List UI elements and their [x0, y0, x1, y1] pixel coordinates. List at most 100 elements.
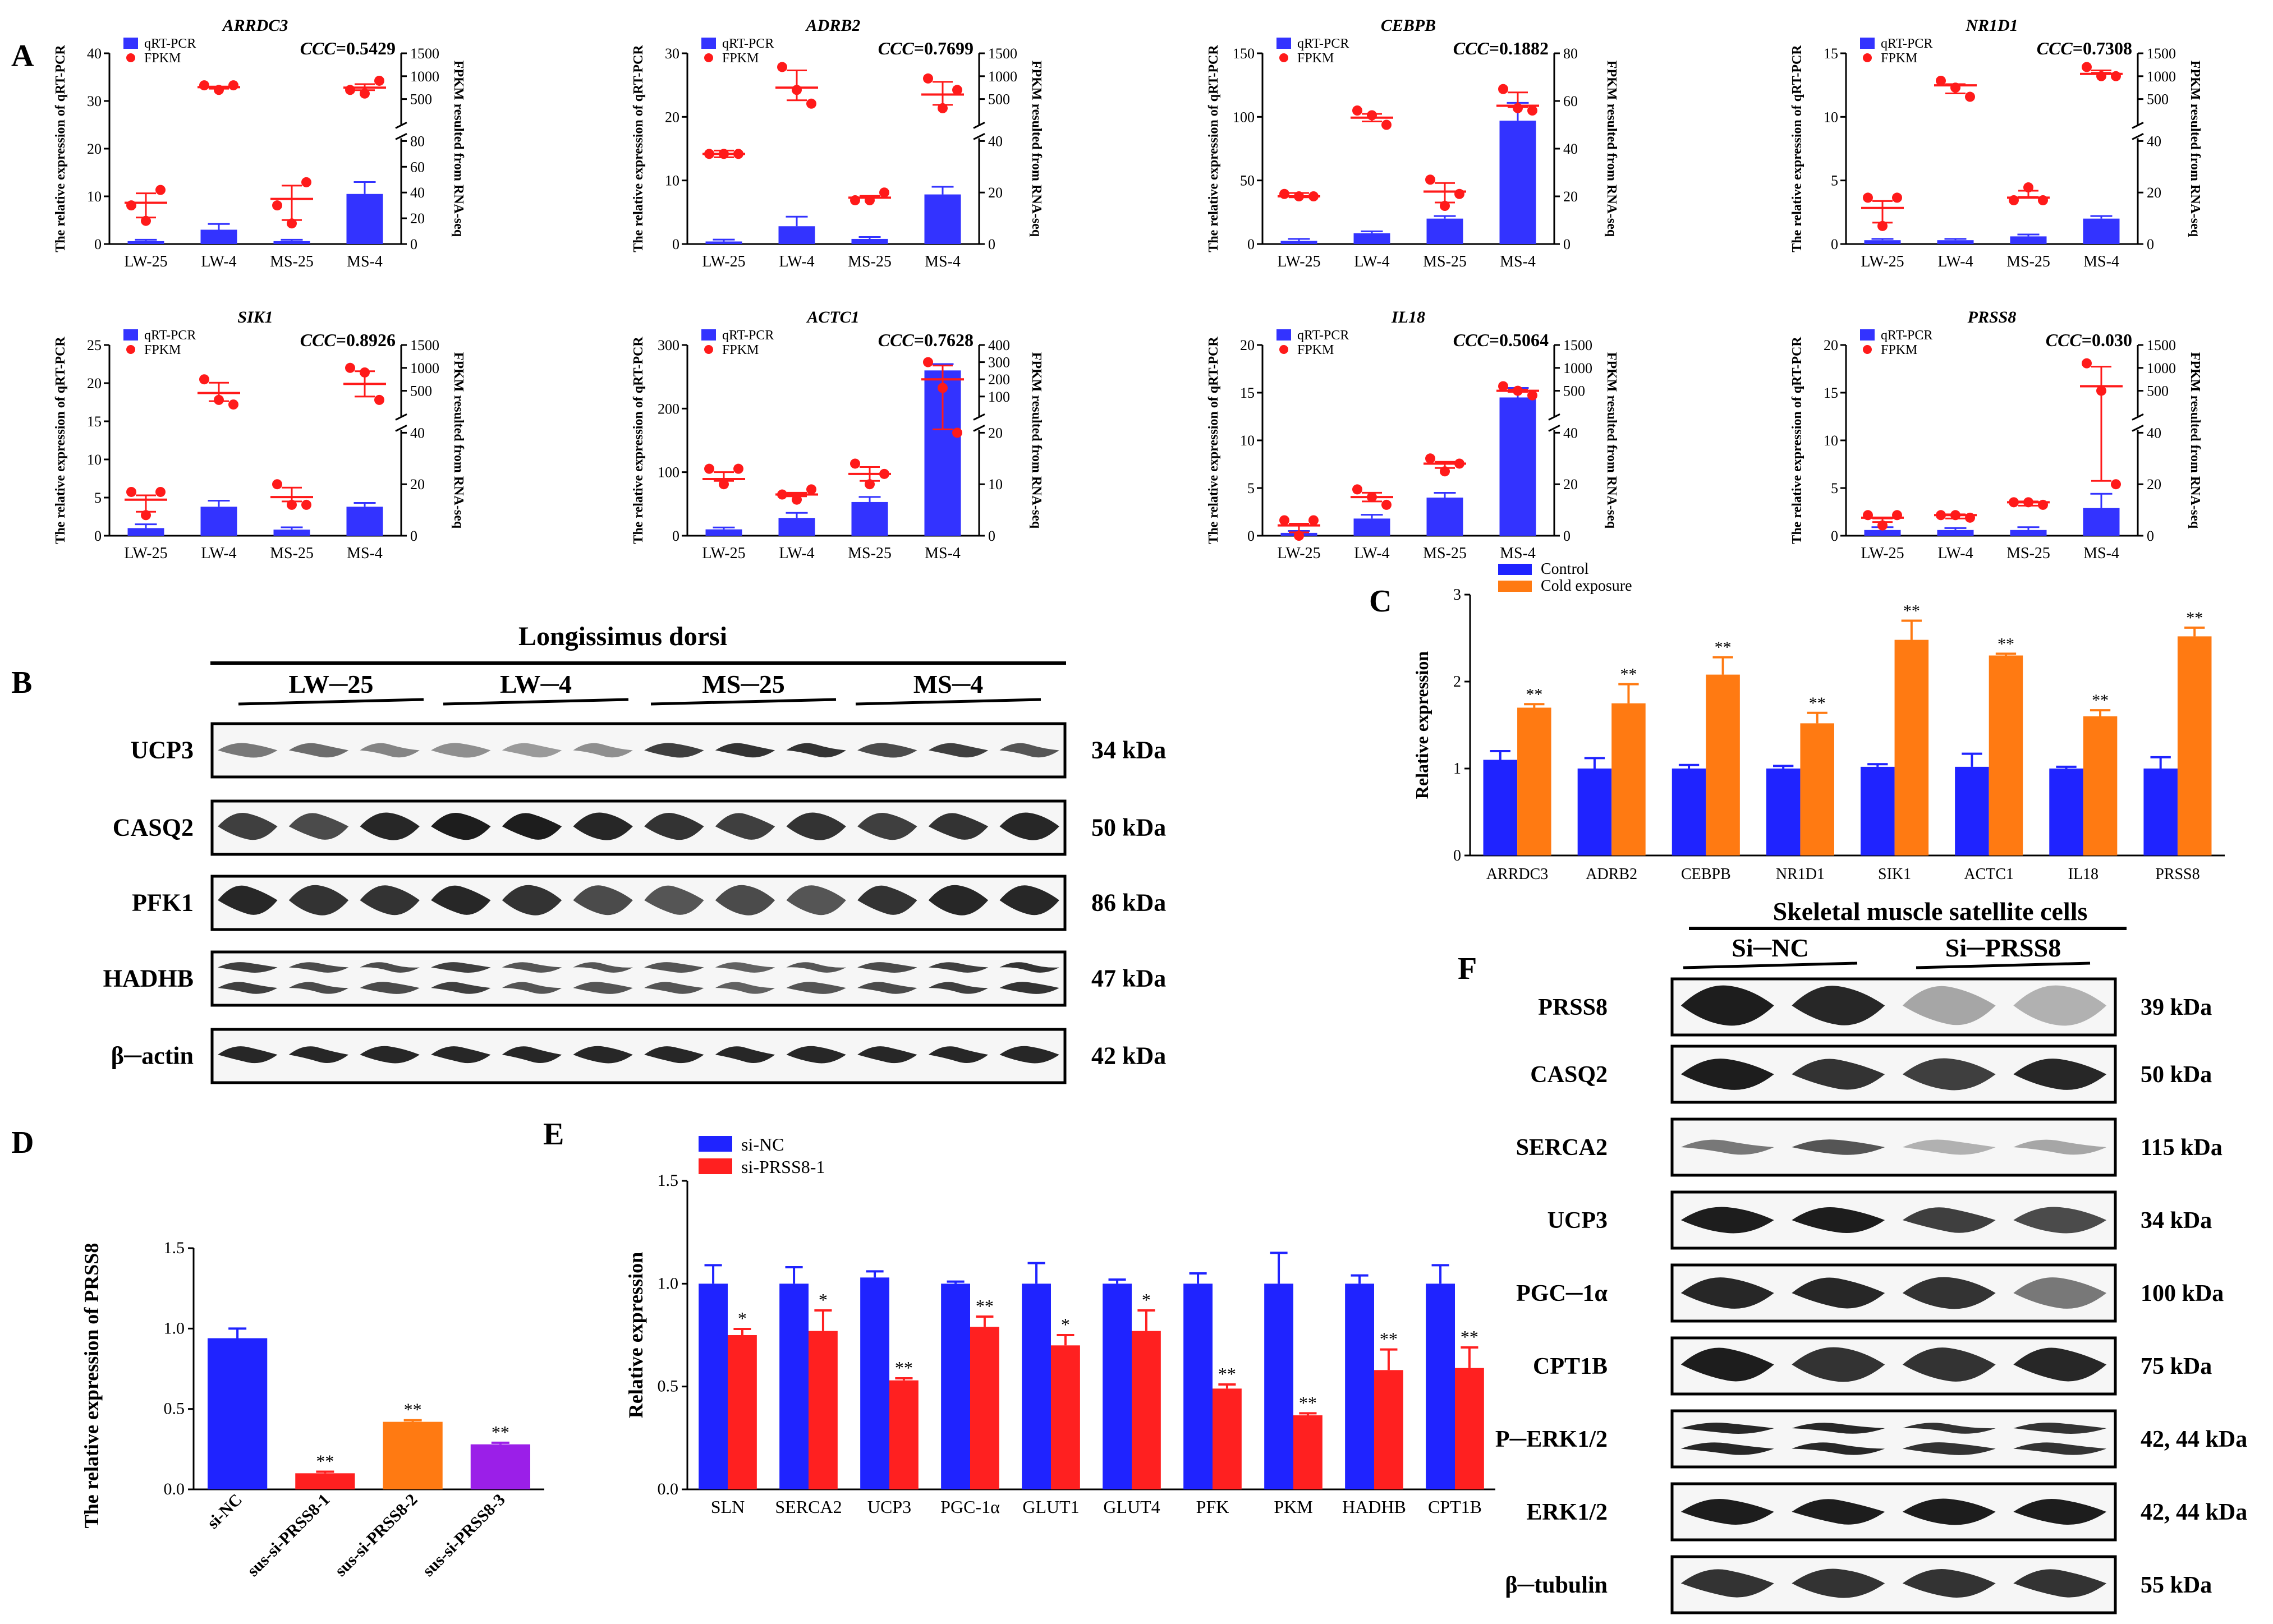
- y-axis-label-left: The relative expression of qRT-PCR: [1206, 45, 1221, 252]
- bar-si-prss8-1: [1374, 1370, 1403, 1489]
- y-tick-label-right: 20: [1563, 476, 1578, 493]
- significance-label: **: [1620, 665, 1637, 684]
- legend-qrt-label: qRT-PCR: [144, 328, 196, 343]
- y-tick-label-right: 80: [410, 133, 425, 149]
- x-tick-label: CEBPB: [1681, 866, 1731, 883]
- significance-label: **: [1461, 1327, 1478, 1347]
- y-tick-label-right: 10: [988, 476, 1003, 493]
- blot-band: [999, 962, 1059, 973]
- significance-label: **: [1809, 694, 1826, 712]
- y-tick-label-right: 500: [410, 383, 432, 399]
- blot-band: [360, 1046, 420, 1064]
- bar-control: [1861, 766, 1895, 855]
- blot-band: [1902, 1442, 1996, 1455]
- legend-fpkm-swatch: [1863, 53, 1872, 62]
- qrt-bar: [1864, 530, 1901, 536]
- blot-group-label: MS─25: [702, 670, 785, 698]
- ccc-value: =0.7308: [2073, 38, 2132, 58]
- y-tick-label-right: 40: [1563, 141, 1578, 157]
- significance-label: **: [1998, 634, 2014, 653]
- blot-band: [502, 743, 562, 758]
- fpkm-point: [199, 374, 209, 385]
- y-tick-label-right: 20: [1563, 188, 1578, 205]
- blot-band: [218, 812, 278, 840]
- fpkm-point: [345, 85, 355, 95]
- y-axis-label-right: FPKM resulted from RNA-seq: [1604, 352, 1619, 529]
- bar-control: [2049, 769, 2083, 855]
- fpkm-point: [2111, 479, 2121, 490]
- y-tick-label: 50: [1240, 173, 1255, 189]
- blot-band: [1902, 1423, 1996, 1434]
- blot-band: [288, 813, 349, 840]
- blot-frame: [210, 950, 1067, 1007]
- y-tick-label: 10: [1240, 433, 1255, 449]
- blot-band: [1680, 1139, 1774, 1155]
- legend-qrt-label: qRT-PCR: [1297, 328, 1349, 343]
- blot-band: [2013, 1059, 2107, 1090]
- legend-fpkm-label: FPKM: [1881, 343, 1917, 357]
- x-tick-label: MS-25: [1423, 545, 1467, 562]
- x-tick-label: UCP3: [867, 1497, 911, 1517]
- y-tick-label-right: 1000: [1563, 360, 1592, 376]
- fpkm-point: [2111, 71, 2121, 81]
- blot-kda-label: 115 kDa: [2141, 1135, 2223, 1161]
- fpkm-point: [301, 177, 311, 187]
- blot-band: [715, 885, 775, 915]
- x-tick-label: ARRDC3: [1486, 866, 1548, 883]
- bar-si-prss8-1: [889, 1380, 919, 1489]
- qrt-bar: [1426, 498, 1463, 536]
- y-axis-label-right: FPKM resulted from RNA-seq: [451, 61, 466, 237]
- y-tick-label-right: 0: [410, 528, 417, 544]
- y-tick-label-right: 60: [1563, 93, 1578, 109]
- blot-band: [431, 885, 491, 915]
- blot-band: [644, 812, 704, 840]
- blot-band: [360, 885, 420, 915]
- blot-band: [786, 982, 846, 994]
- bar-si-nc: [1345, 1283, 1374, 1489]
- legend-fpkm-swatch: [1279, 53, 1288, 62]
- blot-kda-label: 42 kDa: [1091, 1042, 1166, 1070]
- blot-group-underline: [1683, 961, 1858, 969]
- y-axis-label-left: The relative expression of qRT-PCR: [631, 337, 646, 544]
- ccc-prefix: CCC: [1453, 38, 1490, 58]
- qrt-bar: [924, 194, 961, 244]
- y-axis-label-left: The relative expression of qRT-PCR: [53, 337, 68, 544]
- bar-cold-exposure: [1800, 723, 1834, 855]
- blot-row-label: CASQ2: [1530, 1062, 1608, 1088]
- chart-title: PRSS8: [1967, 308, 2017, 326]
- legend-label: si-PRSS8-1: [741, 1157, 825, 1177]
- significance-label: **: [895, 1358, 913, 1378]
- y-axis-label: The relative expression of PRSS8: [80, 1243, 103, 1529]
- bar-si-nc: [1264, 1283, 1293, 1489]
- blot-band: [2013, 1347, 2107, 1382]
- bar-cold-exposure: [1894, 640, 1929, 855]
- y-tick-label-right: 1500: [410, 45, 439, 62]
- x-tick-label: MS-25: [2006, 545, 2050, 562]
- chart-a6: The relative expression of qRT-PCR FPKM r…: [631, 308, 1044, 562]
- fpkm-point: [806, 484, 816, 495]
- ccc-annotation: CCC=0.1882: [1453, 38, 1549, 58]
- legend-qrt-swatch: [1860, 329, 1875, 341]
- y-tick-label-right: 0: [988, 236, 995, 252]
- fpkm-point: [923, 357, 933, 367]
- qrt-bar: [1937, 240, 1974, 244]
- bar-si-prss8-1: [1132, 1331, 1161, 1489]
- x-tick-label: LW-25: [1277, 545, 1320, 562]
- fpkm-point: [879, 187, 889, 198]
- fpkm-point: [1936, 75, 1946, 86]
- blot-band: [2013, 1442, 2107, 1455]
- blot-band: [857, 962, 917, 973]
- ccc-annotation: CCC=0.5064: [1453, 330, 1549, 350]
- axis-break-mark: [395, 413, 407, 421]
- blot-band: [928, 962, 989, 973]
- bar-control: [2143, 769, 2178, 855]
- blot-band: [1680, 985, 1774, 1026]
- blot-kda-label: 42, 44 kDa: [2141, 1427, 2247, 1452]
- y-axis-label-left: The relative expression of qRT-PCR: [631, 45, 646, 252]
- x-tick-label: PGC-1α: [940, 1497, 1000, 1517]
- blot-band: [360, 982, 420, 994]
- blot-kda-label: 75 kDa: [2141, 1354, 2212, 1379]
- y-tick-label: 0: [1453, 847, 1461, 864]
- y-tick-label-right: 80: [1563, 45, 1578, 62]
- y-axis-label-right: FPKM resulted from RNA-seq: [451, 352, 466, 529]
